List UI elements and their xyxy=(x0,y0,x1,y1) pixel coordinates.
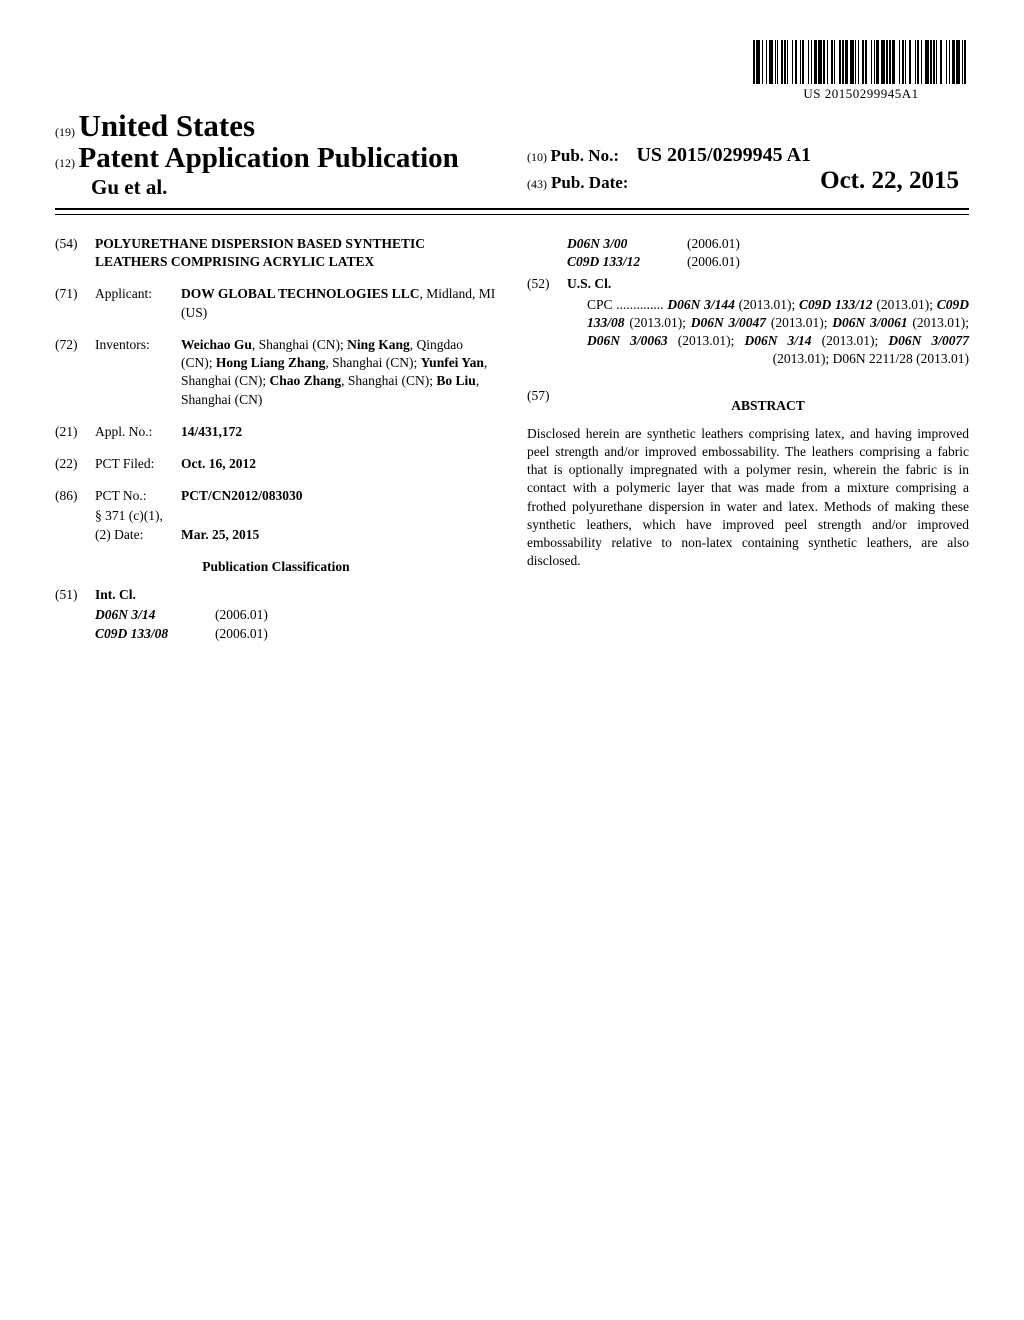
inid-12: (12) xyxy=(55,156,75,170)
uscl-label: U.S. Cl. xyxy=(567,275,969,293)
inid-10: (10) xyxy=(527,150,547,164)
pubno-label: Pub. No.: xyxy=(551,146,619,165)
field-21-applno: (21) Appl. No.: 14/431,172 xyxy=(55,423,497,441)
intcl-label: Int. Cl. xyxy=(95,586,497,604)
author-line: Gu et al. xyxy=(55,175,497,200)
inid-22: (22) xyxy=(55,455,95,473)
date-371-label: (2) Date: xyxy=(95,526,181,544)
pubdate-label: Pub. Date: xyxy=(551,173,628,193)
inid-57: (57) xyxy=(527,387,567,425)
intcl-date: (2006.01) xyxy=(687,253,969,271)
applicant-label: Applicant: xyxy=(95,285,181,321)
section-371: § 371 (c)(1), xyxy=(95,507,497,525)
field-86-pctno: (86) PCT No.: PCT/CN2012/083030 xyxy=(55,487,497,505)
divider-thin xyxy=(55,214,969,215)
intcl-code: C09D 133/08 xyxy=(95,625,215,643)
field-71-applicant: (71) Applicant: DOW GLOBAL TECHNOLOGIES … xyxy=(55,285,497,321)
applno-label: Appl. No.: xyxy=(95,423,181,441)
cpc-classifications: CPC .............. D06N 3/144 (2013.01);… xyxy=(527,296,969,369)
inid-54: (54) xyxy=(55,235,95,271)
field-22-pctfiled: (22) PCT Filed: Oct. 16, 2012 xyxy=(55,455,497,473)
patent-header: (19) United States (12) Patent Applicati… xyxy=(55,108,969,200)
intcl-list: D06N 3/14 (2006.01) C09D 133/08 (2006.01… xyxy=(55,606,497,642)
field-86-sub1: § 371 (c)(1), xyxy=(55,507,497,525)
intcl-code: D06N 3/14 xyxy=(95,606,215,624)
left-column: (54) POLYURETHANE DISPERSION BASED SYNTH… xyxy=(55,235,497,643)
inid-72: (72) xyxy=(55,336,95,409)
field-86-sub2: (2) Date: Mar. 25, 2015 xyxy=(55,526,497,544)
document-type: Patent Application Publication xyxy=(79,142,459,174)
inventors-list: Weichao Gu, Shanghai (CN); Ning Kang, Qi… xyxy=(181,336,497,409)
intcl-date: (2006.01) xyxy=(215,606,497,624)
inid-21: (21) xyxy=(55,423,95,441)
divider-thick xyxy=(55,208,969,210)
applicant-name: DOW GLOBAL TECHNOLOGIES LLC xyxy=(181,286,419,301)
applno-value: 14/431,172 xyxy=(181,423,497,441)
invention-title: POLYURETHANE DISPERSION BASED SYNTHETIC … xyxy=(95,235,497,271)
pctno-value: PCT/CN2012/083030 xyxy=(181,487,497,505)
barcode-region: US 20150299945A1 xyxy=(55,40,969,102)
barcode-number: US 20150299945A1 xyxy=(753,86,969,102)
date-371-value: Mar. 25, 2015 xyxy=(181,526,497,544)
inid-52: (52) xyxy=(527,275,567,293)
intcl-date: (2006.01) xyxy=(215,625,497,643)
field-54-title: (54) POLYURETHANE DISPERSION BASED SYNTH… xyxy=(55,235,497,271)
pubdate-value: Oct. 22, 2015 xyxy=(820,167,969,195)
pubno-value: US 2015/0299945 A1 xyxy=(636,144,810,166)
publication-classification-heading: Publication Classification xyxy=(55,558,497,576)
pctno-label: PCT No.: xyxy=(95,487,181,505)
inid-86: (86) xyxy=(55,487,95,505)
inventors-label: Inventors: xyxy=(95,336,181,409)
field-51-intcl: (51) Int. Cl. xyxy=(55,586,497,604)
inid-51: (51) xyxy=(55,586,95,604)
intcl-code: C09D 133/12 xyxy=(567,253,687,271)
inid-43: (43) xyxy=(527,177,547,192)
inid-19: (19) xyxy=(55,125,75,139)
pctfiled-value: Oct. 16, 2012 xyxy=(181,455,497,473)
field-72-inventors: (72) Inventors: Weichao Gu, Shanghai (CN… xyxy=(55,336,497,409)
barcode-icon xyxy=(753,40,969,84)
inid-71: (71) xyxy=(55,285,95,321)
abstract-text: Disclosed herein are synthetic leathers … xyxy=(527,425,969,571)
abstract-heading: ABSTRACT xyxy=(567,397,969,415)
intcl-code: D06N 3/00 xyxy=(567,235,687,253)
country-name: United States xyxy=(79,108,256,143)
intcl-date: (2006.01) xyxy=(687,235,969,253)
pctfiled-label: PCT Filed: xyxy=(95,455,181,473)
field-52-uscl: (52) U.S. Cl. xyxy=(527,275,969,293)
intcl-continued: D06N 3/00 (2006.01) C09D 133/12 (2006.01… xyxy=(527,235,969,271)
right-column: D06N 3/00 (2006.01) C09D 133/12 (2006.01… xyxy=(527,235,969,643)
field-57-abstract: (57) ABSTRACT xyxy=(527,387,969,425)
